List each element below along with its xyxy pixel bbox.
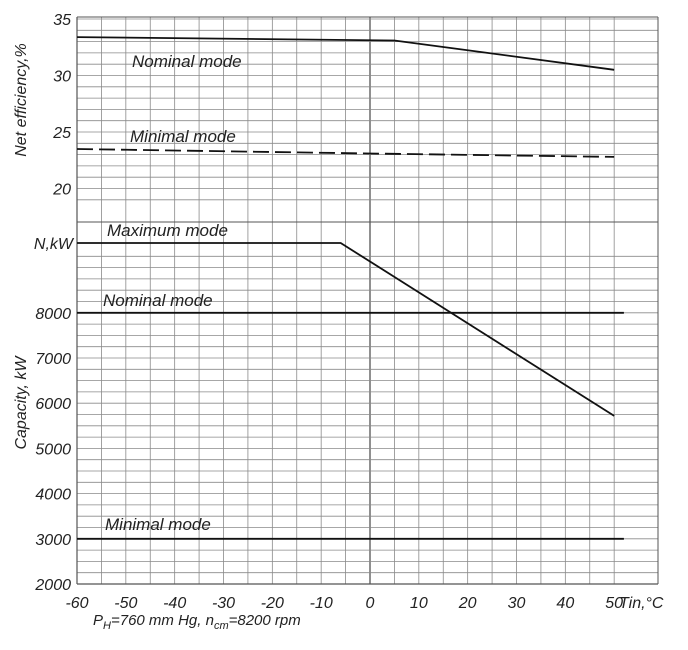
- y-tick-label-unit: N,kW: [34, 236, 75, 253]
- x-tick-label: 10: [410, 595, 428, 612]
- x-tick-label: -10: [310, 595, 333, 612]
- footnote: PH=760 mm Hg, ncm=8200 rpm: [93, 612, 301, 632]
- footnote-p-symbol: P: [93, 612, 104, 629]
- y-tick-label: 4000: [35, 487, 71, 504]
- series-line-efficiency-0: [76, 36, 615, 71]
- x-tick-label: -40: [163, 595, 186, 612]
- series-line-capacity-0: [77, 242, 615, 417]
- labels: 35 30 25 20 8000 7000 6000 5000 4000 3000 2000 N,kW…: [13, 12, 664, 612]
- y-tick-label: 20: [52, 182, 71, 199]
- footnote-p-sub: H: [103, 620, 111, 632]
- y-tick-label: 7000: [35, 351, 71, 368]
- y-tick-label: 8000: [35, 306, 71, 323]
- footnote-p-rest: =760 mm Hg,: [110, 612, 206, 629]
- series-label-2: Maximum mode: [107, 221, 228, 240]
- x-tick-label: 30: [508, 595, 526, 612]
- y-tick-label: 30: [53, 69, 71, 86]
- y-axis-label-capacity: Capacity, kW: [13, 355, 30, 450]
- x-tick-label: -50: [114, 595, 137, 612]
- y-axis-label-efficiency: Net efficiency,%: [13, 43, 30, 157]
- y-tick-label: 3000: [35, 532, 71, 549]
- x-tick-label: 20: [458, 595, 477, 612]
- x-tick-label: -20: [261, 595, 284, 612]
- y-tick-label: 35: [53, 12, 71, 29]
- footnote-n-symbol: n: [205, 612, 214, 629]
- y-tick-label: 25: [52, 125, 71, 142]
- series-label-1: Minimal mode: [130, 127, 236, 146]
- y-tick-label: 6000: [35, 396, 71, 413]
- y-tick-label: 5000: [35, 441, 71, 458]
- series-line-efficiency-1: [76, 148, 615, 158]
- x-tick-label: -30: [212, 595, 235, 612]
- series-lines: [76, 36, 624, 540]
- footnote-n-sub: cm: [213, 620, 229, 632]
- x-tick-label: 0: [366, 595, 375, 612]
- grid: [76, 17, 658, 585]
- x-tick-label: 40: [556, 595, 574, 612]
- axes: [76, 16, 659, 585]
- series-label-0: Nominal mode: [132, 52, 242, 71]
- y-tick-label: 2000: [34, 577, 71, 594]
- x-tick-label: -60: [65, 595, 88, 612]
- footnote-n-rest: =8200 rpm: [228, 612, 301, 629]
- series-label-3: Nominal mode: [103, 291, 213, 310]
- x-tick-label: 50: [605, 595, 623, 612]
- series-label-4: Minimal mode: [105, 515, 211, 534]
- x-axis-label: Tin,°C: [619, 595, 664, 612]
